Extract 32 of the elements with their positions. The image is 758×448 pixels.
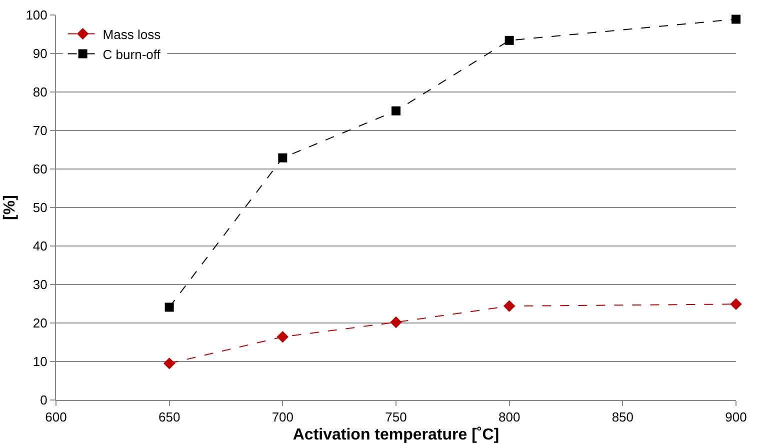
point [504,36,514,45]
y-tick-label: 80 [32,84,48,100]
point [163,358,176,370]
point [276,331,289,343]
y-tick-label: 100 [26,8,48,23]
y-tick-label: 0 [40,392,48,408]
x-tick-label: 600 [45,410,67,425]
point [503,300,516,312]
point [390,316,402,328]
x-tick-label: 750 [385,410,407,425]
point [278,153,288,162]
x-tick-label: 900 [725,410,747,425]
point [732,14,740,24]
y-tick-label: 40 [32,238,48,254]
y-tick-label: 50 [32,200,48,216]
point [730,298,742,310]
x-tick-label: 650 [158,410,180,425]
y-tick-label: 10 [32,354,48,370]
x-tick-label: 700 [272,410,294,425]
x-tick-label: 800 [498,410,520,425]
point [392,106,400,116]
legend-label: Mass loss [102,26,162,42]
point [164,302,174,312]
y-tick-label: 70 [32,123,48,138]
y-tick-label: 90 [32,46,48,62]
y-tick-label: 20 [32,316,48,331]
x-tick-label: 850 [612,410,634,425]
y-axis-title: [%] [2,195,19,220]
x-axis-title: Activation temperature [˚C] [292,426,500,444]
legend-label: C burn-off [102,46,161,62]
y-tick-label: 60 [32,162,48,177]
y-tick-label: 30 [32,277,48,292]
